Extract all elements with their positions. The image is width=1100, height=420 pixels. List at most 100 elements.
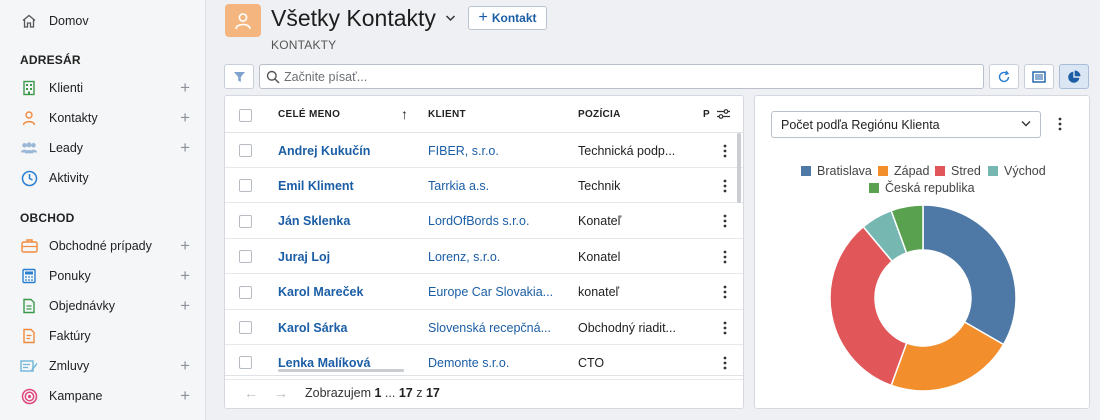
- legend-item[interactable]: Česká republika: [869, 181, 975, 195]
- filter-icon: [233, 71, 245, 82]
- table-row[interactable]: Karol Sárka Slovenská recepčná... Obchodný…: [225, 310, 743, 345]
- add-kontakty-button[interactable]: +: [180, 108, 190, 127]
- add-leady-button[interactable]: +: [180, 138, 190, 157]
- sidebar-item-objednavky[interactable]: Objednávky +: [0, 291, 206, 321]
- add-obchodne-pripady-button[interactable]: +: [180, 236, 190, 255]
- table-row[interactable]: Karol Mareček Europe Car Slovakia... konat…: [225, 275, 743, 310]
- row-menu-button[interactable]: [717, 133, 733, 168]
- table-row[interactable]: Emil Kliment Tarrkia a.s. Technik: [225, 168, 743, 204]
- row-checkbox[interactable]: [239, 144, 252, 157]
- row-menu-button[interactable]: [717, 239, 733, 274]
- table-row[interactable]: Andrej Kukučín FIBER, s.r.o. Technická pod…: [225, 133, 743, 168]
- chevron-down-icon[interactable]: [445, 14, 456, 22]
- add-zmluvy-button[interactable]: +: [180, 356, 190, 375]
- add-objednavky-button[interactable]: +: [180, 296, 190, 315]
- row-checkbox[interactable]: [239, 250, 252, 264]
- contact-name-link[interactable]: Karol Sárka: [278, 320, 348, 335]
- row-checkbox[interactable]: [239, 285, 252, 299]
- filter-button[interactable]: [224, 64, 254, 89]
- table-row[interactable]: Lenka Malíková Demonte s.r.o. CTO: [225, 345, 743, 381]
- legend-item[interactable]: Stred: [935, 164, 981, 178]
- contact-name-link[interactable]: Karol Mareček: [278, 285, 364, 300]
- chart-menu-button[interactable]: [1052, 114, 1068, 134]
- contact-name-link[interactable]: Emil Kliment: [278, 178, 354, 193]
- chart-grouping-select[interactable]: Počet podľa Regiónu Klienta: [771, 111, 1041, 138]
- contact-name-link[interactable]: Ján Sklenka: [278, 214, 351, 229]
- client-link[interactable]: Lorenz, s.r.o.: [428, 249, 501, 264]
- refresh-button[interactable]: [989, 64, 1019, 89]
- more-vertical-icon: [723, 321, 727, 335]
- row-checkbox[interactable]: [239, 356, 252, 370]
- sidebar-item-klienti[interactable]: Klienti +: [0, 73, 206, 103]
- column-header-client[interactable]: KLIENT: [428, 96, 466, 132]
- row-menu-button[interactable]: [717, 275, 733, 310]
- row-checkbox[interactable]: [239, 214, 252, 228]
- contact-name-link[interactable]: Juraj Loj: [278, 249, 331, 264]
- chart-view-button[interactable]: [1059, 64, 1089, 89]
- row-checkbox[interactable]: [239, 179, 252, 193]
- sidebar-item-obchodne-pripady[interactable]: Obchodné prípady +: [0, 231, 206, 261]
- vertical-scrollbar[interactable]: [737, 133, 741, 203]
- row-menu-button[interactable]: [717, 168, 733, 203]
- sidebar-item-aktivity[interactable]: Aktivity: [0, 163, 206, 193]
- add-contact-button[interactable]: + Kontakt: [468, 6, 547, 30]
- chart-panel: Počet podľa Regiónu Klienta Bratislava Zá…: [754, 95, 1090, 409]
- row-menu-button[interactable]: [717, 204, 733, 239]
- building-icon: [20, 79, 38, 97]
- sidebar-item-home[interactable]: Domov: [0, 6, 206, 36]
- client-link[interactable]: Europe Car Slovakia...: [428, 285, 554, 300]
- avatar: [225, 4, 261, 37]
- legend-item[interactable]: Východ: [988, 164, 1046, 178]
- legend-item[interactable]: Bratislava: [801, 164, 872, 178]
- donut-slice-1[interactable]: [922, 204, 1017, 346]
- donut-slice-5[interactable]: [890, 204, 924, 254]
- horizontal-scrollbar[interactable]: [278, 369, 404, 372]
- donut-slice-2[interactable]: [890, 320, 1005, 392]
- sidebar-item-label: Objednávky: [49, 299, 116, 313]
- column-settings-button[interactable]: [716, 96, 731, 132]
- sidebar-item-kontakty[interactable]: Kontakty +: [0, 103, 206, 133]
- contact-name-link[interactable]: Andrej Kukučín: [278, 143, 371, 158]
- position-cell: Technická podp...: [578, 143, 676, 158]
- table-view-button[interactable]: [1024, 64, 1054, 89]
- sidebar-item-label: Kampane: [49, 389, 103, 403]
- legend-item[interactable]: Západ: [878, 164, 929, 178]
- row-checkbox[interactable]: [239, 321, 252, 334]
- home-icon: [20, 12, 38, 30]
- select-all-checkbox[interactable]: [239, 109, 252, 122]
- column-header-truncated[interactable]: P: [703, 96, 710, 132]
- sidebar-item-leady[interactable]: Leady +: [0, 133, 206, 163]
- client-link[interactable]: Slovenská recepčná...: [428, 320, 551, 335]
- table-row[interactable]: Ján Sklenka LordOfBords s.r.o. Konateľ: [225, 204, 743, 239]
- pagination-total: 17: [425, 386, 440, 400]
- add-kampane-button[interactable]: +: [180, 386, 190, 405]
- target-icon: [20, 387, 38, 405]
- sidebar-item-faktury[interactable]: Faktúry: [0, 321, 206, 351]
- sidebar-item-zmluvy[interactable]: Zmluvy +: [0, 351, 206, 381]
- row-menu-button[interactable]: [717, 345, 733, 380]
- client-link[interactable]: FIBER, s.r.o.: [428, 143, 499, 158]
- pagination-end: 17: [398, 386, 413, 400]
- add-ponuky-button[interactable]: +: [180, 266, 190, 285]
- column-header-position[interactable]: POZÍCIA: [578, 96, 621, 132]
- position-cell: Technik: [578, 178, 621, 193]
- legend-label: Východ: [1004, 164, 1046, 178]
- sidebar-item-kampane[interactable]: Kampane +: [0, 381, 206, 411]
- sort-ascending-icon[interactable]: ↑: [401, 106, 409, 122]
- client-link[interactable]: Demonte s.r.o.: [428, 355, 510, 370]
- table-row[interactable]: Juraj Loj Lorenz, s.r.o. Konatel: [225, 239, 743, 275]
- column-label: KLIENT: [428, 108, 466, 120]
- client-link[interactable]: Tarrkia a.s.: [428, 178, 490, 193]
- next-page-arrow-icon[interactable]: →: [274, 385, 288, 401]
- sidebar-item-label: Zmluvy: [49, 359, 90, 373]
- contact-name-link[interactable]: Lenka Malíková: [278, 355, 371, 370]
- sidebar-item-ponuky[interactable]: Ponuky +: [0, 261, 206, 291]
- donut-slice-3[interactable]: [829, 225, 908, 387]
- row-menu-button[interactable]: [717, 310, 733, 345]
- page-title[interactable]: Všetky Kontakty: [271, 5, 436, 31]
- previous-page-arrow-icon[interactable]: ←: [244, 385, 258, 401]
- column-header-name[interactable]: CELÉ MENO: [278, 96, 340, 132]
- client-link[interactable]: LordOfBords s.r.o.: [428, 214, 530, 229]
- add-klienti-button[interactable]: +: [180, 78, 190, 97]
- search-input[interactable]: [284, 68, 974, 86]
